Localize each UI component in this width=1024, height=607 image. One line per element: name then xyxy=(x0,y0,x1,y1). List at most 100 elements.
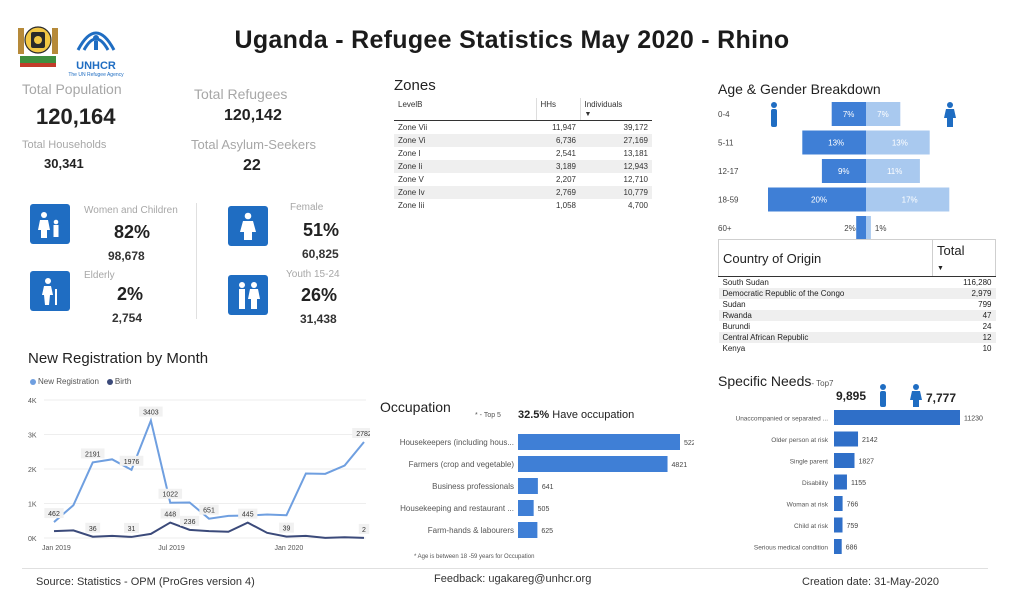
specific-needs-bar[interactable] xyxy=(834,453,855,468)
age-female-bar[interactable] xyxy=(866,216,871,240)
male-figure-icon xyxy=(771,102,777,127)
occupation-bar[interactable] xyxy=(518,478,538,494)
women-children-tile xyxy=(30,204,70,244)
zone-hhs-cell: 2,769 xyxy=(536,185,580,199)
age-male-pct-label: 9% xyxy=(838,167,850,176)
youth-tile xyxy=(228,275,268,315)
specific-needs-bar[interactable] xyxy=(834,410,960,425)
specific-needs-bar[interactable] xyxy=(834,431,859,447)
age-male-pct-label: 2% xyxy=(844,224,856,233)
country-total-cell: 10 xyxy=(982,343,992,353)
specific-needs-bar[interactable] xyxy=(834,539,842,554)
unhcr-logo-text: UNHCR xyxy=(76,60,116,72)
country-total-cell: 116,280 xyxy=(963,277,992,287)
registration-data-label-bg xyxy=(358,523,370,534)
zone-name-cell: Zone Vi xyxy=(394,133,536,147)
occupation-value-label: 641 xyxy=(542,484,554,491)
country-name-cell: Kenya xyxy=(722,343,746,353)
zones-row[interactable]: Zone Iii 1,058 4,700 xyxy=(394,199,652,212)
zone-hhs-cell: 2,541 xyxy=(555,148,576,158)
zone-individuals-cell: 13,181 xyxy=(623,148,648,158)
women-children-pct: 82% xyxy=(114,222,151,242)
registration-y-tick: 2K xyxy=(28,467,37,474)
country-row[interactable]: Rwanda 47 xyxy=(718,309,996,321)
zones-row[interactable]: Zone V 2,207 12,710 xyxy=(394,173,652,186)
specific-needs-category-label: Unaccompanied or separated ... xyxy=(736,416,829,423)
specific-needs-female-count: 7,777 xyxy=(926,391,957,405)
occupation-bar[interactable] xyxy=(518,500,534,516)
registration-y-tick: 1K xyxy=(28,502,37,509)
zone-hhs-cell: 2,207 xyxy=(555,174,576,184)
occupation-have-occupation: 32.5% Have occupation xyxy=(518,409,634,421)
registration-data-label-bg xyxy=(279,522,294,533)
zone-name-cell: Zone Ii xyxy=(394,159,536,173)
registration-data-label-bg xyxy=(85,522,101,533)
footer-creation-date: Creation date: 31-May-2020 xyxy=(802,576,939,588)
zones-row[interactable]: Zone Iv 2,769 10,779 xyxy=(394,185,652,199)
registration-y-tick: 4K xyxy=(28,398,37,405)
zones-header-individuals[interactable]: Individuals ▼ xyxy=(580,98,652,121)
total-population-value: 120,164 xyxy=(36,104,116,129)
country-row[interactable]: Burundi 24 xyxy=(719,321,996,332)
occupation-bar[interactable] xyxy=(518,456,668,472)
age-female-pct-label: 11% xyxy=(887,167,902,176)
zones-row[interactable]: Zone Vii 11,947 39,172 xyxy=(394,121,652,134)
specific-needs-bar[interactable] xyxy=(834,496,843,511)
age-female-bar[interactable] xyxy=(866,102,901,126)
zones-title: Zones xyxy=(394,77,436,94)
total-refugees-value: 120,142 xyxy=(224,107,282,124)
occupation-bar[interactable] xyxy=(518,522,538,538)
total-households-value: 30,341 xyxy=(44,156,84,171)
registration-data-label: 462 xyxy=(48,511,60,518)
youth-label: Youth 15-24 xyxy=(286,269,340,280)
occupation-category-label: Farm-hands & labourers xyxy=(428,526,514,535)
country-row[interactable]: Democratic Republic of the Congo 2,979 xyxy=(718,287,996,299)
zones-header-level[interactable]: LevelB xyxy=(394,98,537,121)
age-female-bar[interactable] xyxy=(866,159,920,183)
new-registration-line[interactable] xyxy=(53,417,365,523)
occupation-bar[interactable] xyxy=(518,434,680,450)
zones-row[interactable]: Zone Vi 6,736 27,169 xyxy=(394,133,652,147)
country-row[interactable]: Central African Republic 12 xyxy=(718,331,996,343)
country-row[interactable]: Sudan 799 xyxy=(719,299,996,310)
specific-needs-value-label: 1155 xyxy=(851,480,866,487)
age-female-bar[interactable] xyxy=(866,187,950,212)
zones-header-hhs[interactable]: HHs xyxy=(536,98,581,121)
registration-data-label-bg xyxy=(238,508,258,519)
registration-data-label-bg xyxy=(352,428,370,439)
registration-data-label-bg xyxy=(180,515,200,526)
specific-needs-category-label: Child at risk xyxy=(794,523,829,530)
country-header-name[interactable]: Country of Origin xyxy=(718,239,933,277)
female-label: Female xyxy=(290,202,324,213)
age-male-bar[interactable] xyxy=(768,187,866,212)
zones-row[interactable]: Zone Ii 3,189 12,943 xyxy=(394,159,652,173)
country-row[interactable]: South Sudan 116,280 xyxy=(719,277,996,288)
occupation-category-label: Business professionals xyxy=(432,482,514,491)
registration-data-label-bg xyxy=(158,488,183,499)
occupation-title: Occupation xyxy=(380,399,451,415)
country-row[interactable]: Kenya 10 xyxy=(719,343,996,354)
specific-needs-bar[interactable] xyxy=(834,517,843,533)
uganda-coat-of-arms-icon xyxy=(18,26,58,67)
country-header-total[interactable]: Total ▼ xyxy=(932,239,996,277)
specific-needs-category-label: Disability xyxy=(802,480,829,487)
specific-needs-bar[interactable] xyxy=(834,474,847,490)
age-male-bar[interactable] xyxy=(821,159,866,183)
country-total-cell: 12 xyxy=(932,331,996,343)
age-male-bar[interactable] xyxy=(831,102,866,126)
age-female-bar[interactable] xyxy=(866,130,930,155)
page-title: Uganda - Refugee Statistics May 2020 - R… xyxy=(234,26,790,54)
total-refugees-label: Total Refugees xyxy=(194,86,288,102)
specific-needs-male-count: 9,895 xyxy=(836,389,867,403)
age-male-pct-label: 20% xyxy=(811,196,827,205)
birth-line[interactable] xyxy=(53,521,365,539)
age-female-pct-label: 13% xyxy=(892,139,908,148)
specific-needs-category-label: Older person at risk xyxy=(771,437,828,444)
age-male-bar[interactable] xyxy=(856,216,866,240)
legend-new-registration[interactable]: New Registration xyxy=(30,377,99,386)
legend-birth[interactable]: Birth xyxy=(106,377,131,386)
age-group-label: 18-59 xyxy=(718,196,739,205)
footer-feedback[interactable]: Feedback: ugakareg@unhcr.org xyxy=(434,573,592,585)
age-male-bar[interactable] xyxy=(802,130,866,155)
zones-row[interactable]: Zone I 2,541 13,181 xyxy=(394,147,652,160)
